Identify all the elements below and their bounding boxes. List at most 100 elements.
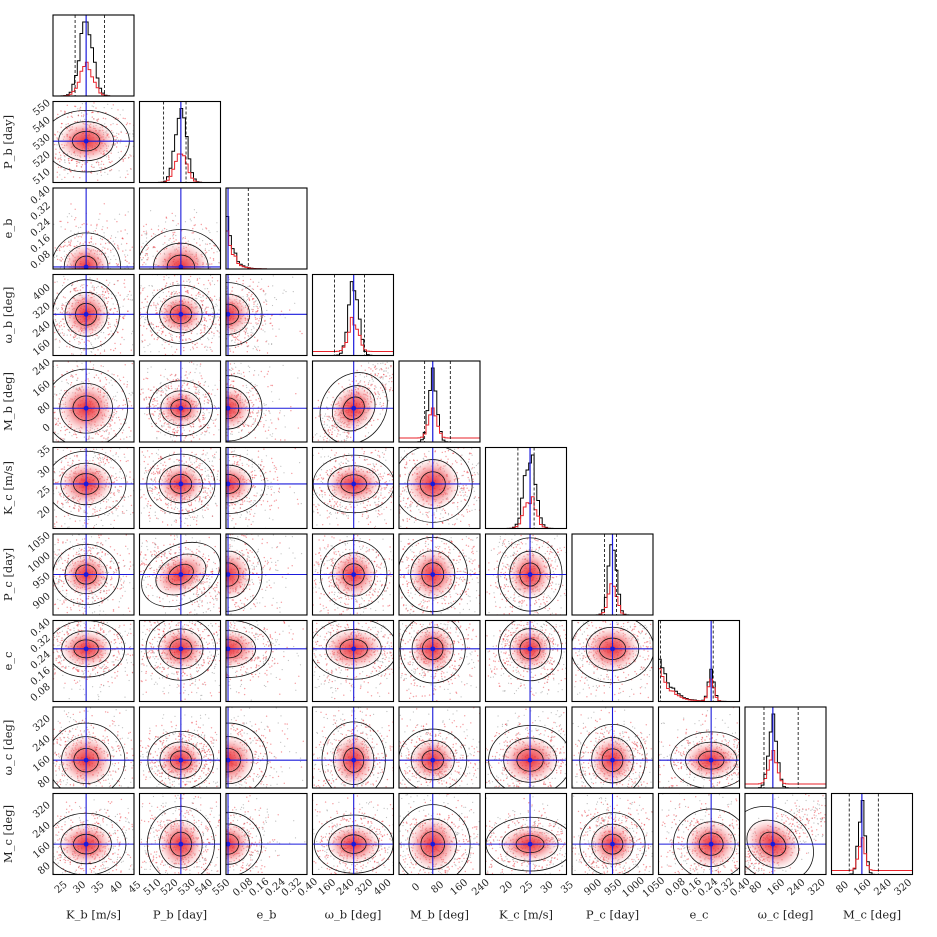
x-tick-label: 25 [53,879,70,896]
y-tick-label: 1000 [26,550,53,575]
y-tick-label: 160 [31,840,53,861]
panel-layer [0,15,913,937]
x-tick-label: 35 [90,879,107,896]
x-tick-label: 80 [834,879,851,896]
y-tick-label: 80 [36,400,53,417]
x-axis-label-wb: ω_b [deg] [325,908,382,922]
y-tick-label: 0 [41,422,53,435]
truth-marker [528,758,533,763]
y-tick-label: 160 [31,379,53,400]
x-tick-label: 40 [108,879,125,896]
histogram-wc [745,707,826,788]
truth-marker [709,842,714,847]
x-tick-label: 1000 [620,875,647,900]
truth-marker [351,842,356,847]
y-tick-label: 540 [31,115,53,136]
histogram-eb [226,188,307,269]
x-tick-label: 25 [519,879,536,896]
truth-marker [178,572,183,577]
y-tick-label: 400 [31,282,53,303]
x-tick-label: 320 [892,877,914,898]
y-tick-label: 240 [31,820,53,841]
histogram-Pc [572,534,653,615]
y-tick-label: 1050 [26,530,53,555]
x-tick-label: 30 [539,879,556,896]
histogram-red-step [53,62,134,96]
panel-frame [745,707,826,788]
x-tick-label: 240 [872,877,894,898]
truth-marker [178,406,183,411]
y-axis-label-Pc: P_c [day] [1,548,15,601]
truth-marker [84,312,89,317]
y-axis-label-Kc: K_c [m/s] [1,461,15,515]
x-tick-label: 0 [410,881,422,894]
truth-marker [84,646,89,651]
truth-marker [351,572,356,577]
y-axis-label-Pb: P_b [day] [1,115,15,169]
y-tick-label: 80 [36,861,53,878]
x-tick-label: 30 [71,879,88,896]
x-tick-label: 550 [211,877,233,898]
truth-marker [84,482,89,487]
x-tick-label: 160 [852,877,874,898]
x-tick-label: 240 [335,877,357,898]
truth-marker [84,842,89,847]
x-axis-label-Kc: K_c [m/s] [499,908,553,922]
histogram-black-step [659,659,740,701]
y-tick-label: 20 [36,504,53,521]
truth-marker [351,406,356,411]
y-tick-label: 25 [36,484,53,501]
histogram-black-step [53,22,134,96]
panel-frame [486,448,567,529]
y-tick-label: 240 [31,734,53,755]
truth-marker [351,482,356,487]
truth-marker [351,758,356,763]
y-tick-label: 510 [31,167,53,188]
truth-marker [178,758,183,763]
truth-marker [84,758,89,763]
histogram-red-step [140,154,221,183]
truth-marker [84,139,89,144]
truth-marker [178,482,183,487]
truth-marker [770,842,775,847]
y-tick-label: 80 [36,774,53,791]
x-tick-label: 20 [498,879,515,896]
truth-marker [178,842,183,847]
y-tick-label: 240 [31,319,53,340]
histogram-Mb [399,361,480,442]
x-axis-label-Kb: K_b [m/s] [66,908,121,922]
x-tick-label: 35 [559,879,576,896]
x-tick-label: 240 [470,877,492,898]
histogram-black-step [486,455,567,529]
truth-marker [430,482,435,487]
histogram-black-step [832,801,913,875]
x-tick-label: 1050 [641,875,668,900]
truth-marker [610,758,615,763]
histogram-Mc [832,794,913,875]
histogram-black-step [745,714,826,788]
panel-frame [832,794,913,875]
y-tick-label: 550 [31,98,53,119]
histogram-red-step [313,317,394,355]
y-axis-label-wb: ω_b [deg] [1,287,15,344]
x-tick-label: 400 [372,877,394,898]
histogram-red-step [226,231,307,269]
x-tick-label: 160 [317,877,339,898]
histogram-red-step [832,838,913,875]
histogram-wb [313,275,394,356]
x-axis-label-Mc: M_c [deg] [843,908,901,922]
panel-Pb-vs-Kb [0,72,166,211]
x-tick-label: 950 [603,877,625,898]
panel-frame [659,621,740,702]
y-tick-label: 240 [31,357,53,378]
histogram-red-step [745,751,826,789]
x-tick-label: 80 [748,879,765,896]
y-axis-label-Mc: M_c [deg] [1,805,15,863]
y-tick-label: 30 [36,464,53,481]
x-tick-label: 160 [449,877,471,898]
x-tick-label: 160 [765,877,787,898]
panel-frame [226,188,307,269]
x-tick-label: 45 [127,879,144,896]
x-tick-label: 320 [354,877,376,898]
